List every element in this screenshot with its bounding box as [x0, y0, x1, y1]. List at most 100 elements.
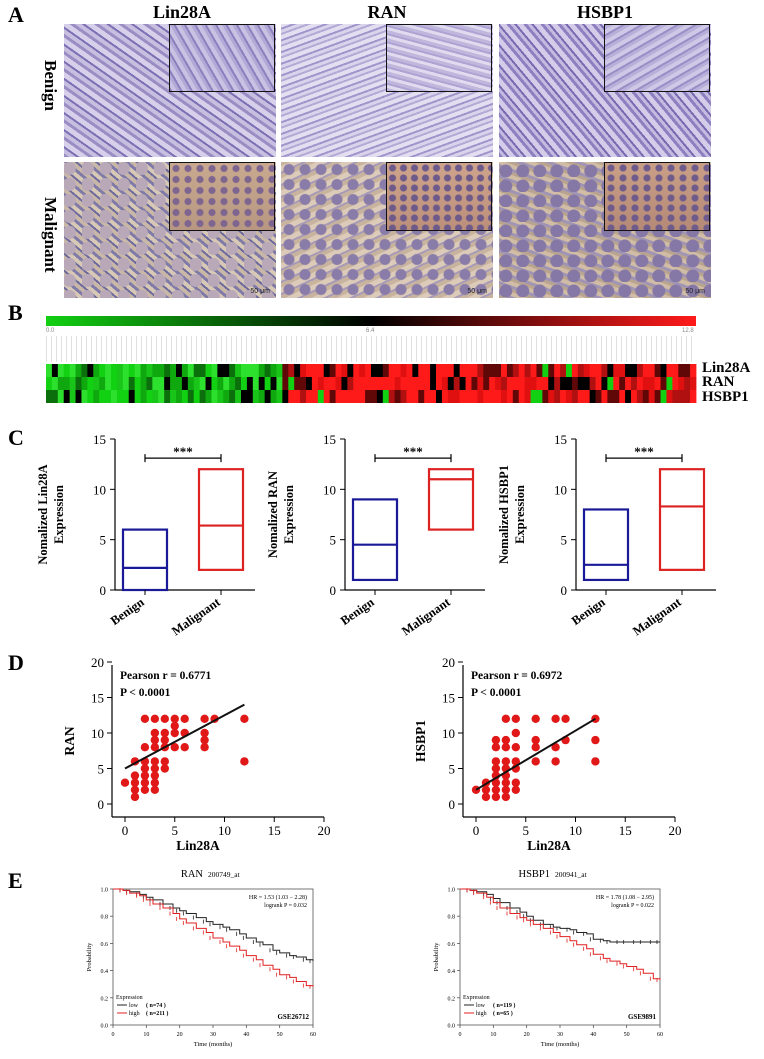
heatmap-cell	[252, 364, 260, 377]
heatmap-cell	[217, 390, 224, 403]
heatmap-cell	[87, 377, 94, 390]
heatmap-cell	[376, 377, 384, 390]
heatmap-cell	[152, 364, 159, 377]
scatter-point	[130, 792, 140, 802]
heatmap-cell	[335, 364, 342, 377]
x-tick-label: Malignant	[630, 595, 684, 639]
hazard-ratio: HR = 1.53 (1.03 − 2.28)	[249, 894, 307, 901]
x-axis-label: Lin28A	[176, 838, 220, 853]
heatmap-cell	[577, 364, 585, 377]
heatmap-cell	[359, 390, 366, 403]
y-tick-label: 10	[554, 482, 567, 497]
scatter-point	[591, 735, 600, 745]
heatmap-cell	[654, 364, 661, 377]
heatmap-cell	[170, 377, 177, 390]
heatmap-cell	[489, 390, 496, 403]
significance-label: ***	[403, 444, 423, 459]
x-tick-label: 20	[524, 1032, 530, 1038]
x-tick-label: 15	[619, 823, 632, 838]
heatmap-cell	[235, 390, 242, 403]
p-value-label: P < 0.0001	[120, 687, 171, 699]
y-tick-label: 5	[449, 762, 456, 777]
probe-id: 200749_at	[208, 870, 241, 879]
column-title-ran: RAN	[367, 2, 407, 22]
y-axis-label: Nomalized HSBP1	[497, 465, 511, 564]
heatmap-cell	[601, 364, 608, 377]
y-axis-label: Expression	[513, 485, 527, 544]
heatmap-cell	[146, 377, 153, 390]
scatter-point	[150, 771, 160, 780]
inset-benign-ran	[386, 24, 492, 92]
heatmap-cell	[193, 364, 201, 377]
scatter-point	[160, 764, 169, 773]
x-tick-label: 10	[218, 823, 231, 838]
y-axis-label: Probability	[86, 942, 93, 972]
heatmap-cell	[441, 377, 449, 390]
scatter-point	[491, 792, 501, 802]
heatmap-cell	[241, 377, 248, 390]
x-tick-label: 50	[277, 1032, 283, 1038]
heatmap-cell	[406, 377, 413, 390]
heatmap-cell	[453, 364, 461, 377]
heatmap-cell	[583, 364, 591, 377]
heatmap-cell	[518, 390, 526, 403]
heatmap-cell	[566, 364, 573, 377]
heatmap-cell	[252, 390, 260, 403]
heatmap-cell	[235, 364, 242, 377]
heatmap-cell	[430, 364, 437, 377]
heatmap-cell	[246, 364, 254, 377]
scatter-point	[170, 714, 179, 723]
heatmap-cell	[465, 377, 472, 390]
colorbar-tick-max: 12.8	[682, 328, 694, 334]
heatmap-cell	[146, 364, 153, 377]
heatmap-cell	[205, 377, 212, 390]
heatmap-cell	[164, 390, 171, 403]
heatmap-cell	[199, 390, 206, 403]
heatmap-cell	[536, 377, 543, 390]
probe-id: 200941_at	[555, 870, 588, 879]
heatmap-cell	[300, 364, 307, 377]
heatmap-cell	[382, 364, 390, 377]
scatter-point	[481, 792, 491, 802]
heatmap-cell	[217, 364, 224, 377]
heatmap-cell	[400, 377, 407, 390]
y-tick-label: 10	[323, 482, 336, 497]
legend-count: ( n=65 )	[493, 1010, 513, 1017]
heatmap-cell	[506, 364, 514, 377]
heatmap-cell	[536, 390, 543, 403]
scale-bar-label: 50 μm	[685, 288, 705, 295]
box-malignant	[427, 468, 475, 531]
heatmap-cell	[187, 364, 195, 377]
heatmap-cell	[205, 390, 212, 403]
heatmap-cell	[418, 377, 425, 390]
x-tick-label: 50	[624, 1032, 630, 1038]
heatmap-cell	[501, 364, 508, 377]
x-tick-label: 60	[657, 1032, 663, 1038]
heatmap-cell	[87, 364, 94, 377]
panel-letter-a: A	[8, 2, 24, 27]
heatmap-cell	[394, 364, 401, 377]
heatmap-cell	[583, 377, 591, 390]
scale-bar-label: 50 μm	[467, 288, 487, 295]
pearson-r-label: Pearson r = 0.6972	[471, 670, 563, 682]
heatmap-cell	[164, 377, 171, 390]
scatter-point	[501, 735, 511, 745]
inset-malignant-hsbp1	[604, 162, 710, 231]
heatmap-cell	[625, 364, 632, 377]
y-axis-label: Nomalized Lin28A	[36, 464, 50, 564]
inset-benign-lin28a	[169, 24, 275, 92]
scatter-point	[150, 728, 160, 738]
heatmap-cell	[323, 364, 331, 377]
scatter-point	[180, 743, 189, 752]
heatmap-cell	[93, 390, 100, 403]
scatter-point	[140, 764, 150, 773]
heatmap-cell	[678, 364, 685, 377]
heatmap-cell	[436, 390, 443, 403]
heatmap-cell	[406, 390, 413, 403]
heatmap-cell	[382, 390, 390, 403]
heatmap-cell	[371, 390, 378, 403]
heatmap-cell	[170, 364, 177, 377]
scatter-point	[130, 771, 140, 780]
heatmap-cell	[329, 377, 336, 390]
heatmap-cell	[276, 377, 283, 390]
